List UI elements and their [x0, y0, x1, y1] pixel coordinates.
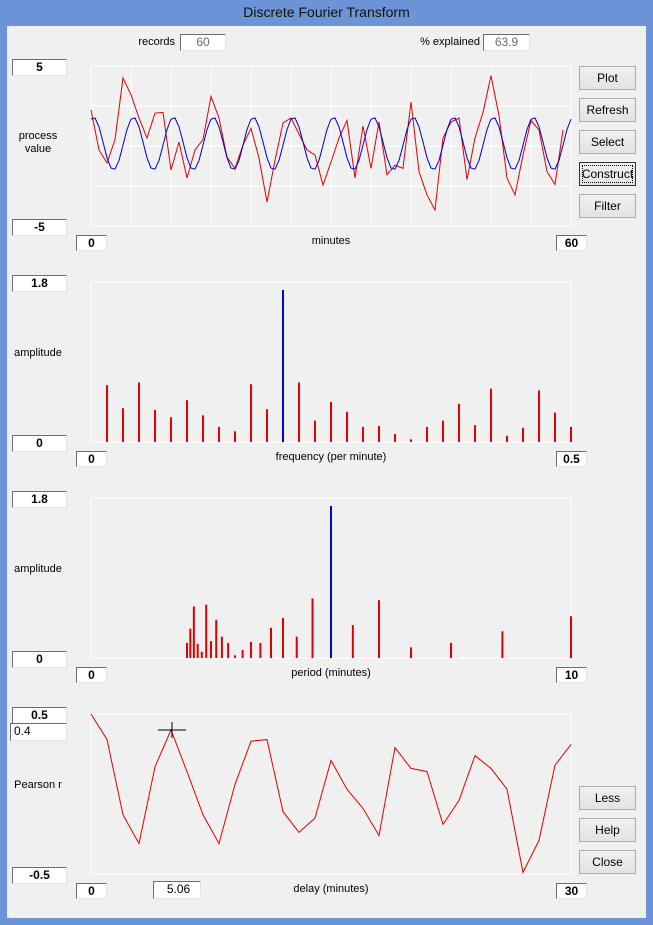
x-max-field[interactable]: 60 — [556, 235, 587, 251]
window-title: Discrete Fourier Transform — [243, 4, 410, 20]
y-min-field[interactable]: 0 — [12, 435, 67, 452]
x-axis-label: minutes — [311, 235, 351, 247]
y-min-field[interactable]: -5 — [12, 219, 67, 236]
explained-label: % explained — [420, 36, 480, 48]
x-min-field[interactable]: 0 — [76, 883, 107, 899]
y-max-field[interactable]: 1.8 — [12, 491, 67, 508]
data-line — [90, 117, 572, 170]
records-field[interactable]: 60 — [180, 34, 226, 51]
y-axis-label: process value — [18, 130, 58, 155]
button[interactable]: Help — [579, 818, 636, 842]
y-max-field[interactable]: 1.8 — [12, 275, 67, 292]
button[interactable]: Less — [579, 786, 636, 810]
cursor-delay-field[interactable]: 5.06 — [153, 881, 201, 899]
button[interactable]: Close — [579, 850, 636, 874]
x-axis-label: delay (minutes) — [293, 883, 369, 895]
x-axis-label: period (minutes) — [291, 667, 371, 679]
button[interactable]: Select — [579, 130, 636, 154]
x-max-field[interactable]: 30 — [556, 883, 587, 899]
y-max-field[interactable]: 5 — [12, 59, 67, 76]
x-min-field[interactable]: 0 — [76, 451, 107, 467]
y-axis-label: amplitude — [14, 562, 62, 575]
button[interactable]: Refresh — [579, 98, 636, 122]
data-line — [90, 713, 572, 874]
data-line — [90, 75, 564, 212]
y-min-field[interactable]: -0.5 — [12, 867, 67, 884]
y-axis-label: Pearson r — [14, 778, 62, 791]
button[interactable]: Plot — [579, 66, 636, 90]
y-max-field[interactable]: 0.5 — [12, 707, 67, 724]
x-min-field[interactable]: 0 — [76, 235, 107, 251]
x-min-field[interactable]: 0 — [76, 667, 107, 683]
x-axis-label: frequency (per minute) — [275, 451, 387, 463]
y-axis-label: amplitude — [14, 346, 62, 359]
button[interactable]: Filter — [579, 194, 636, 218]
records-label: records — [138, 36, 175, 48]
x-max-field[interactable]: 0.5 — [556, 451, 587, 467]
button[interactable]: Construct — [579, 162, 636, 186]
y-min-field[interactable]: 0 — [12, 651, 67, 668]
explained-field[interactable]: 63.9 — [483, 34, 530, 51]
x-max-field[interactable]: 10 — [556, 667, 587, 683]
plot-frame — [90, 713, 572, 875]
cursor-r-field[interactable]: 0.4 — [10, 723, 67, 741]
